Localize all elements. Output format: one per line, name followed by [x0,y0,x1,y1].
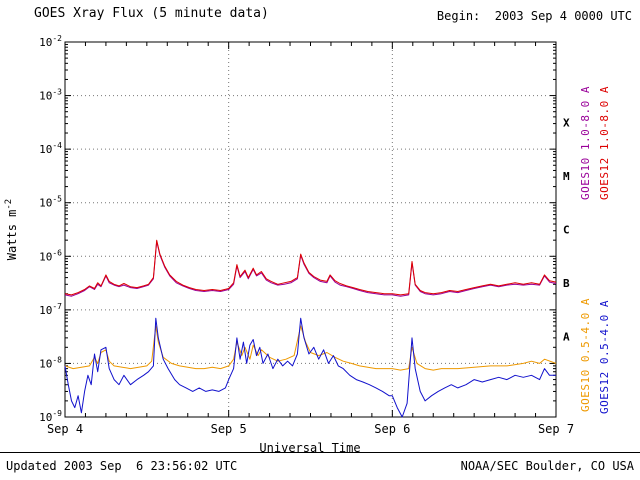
series-goes12-1-0-8-0-a [64,239,557,296]
y-tick-label: 10-8 [39,355,62,370]
series-goes12-0-5-4-0-a [64,317,556,418]
legend-goes10-long: GOES10 1.0-8.0 A [579,86,592,200]
flare-class-labels: X M C B A [563,116,570,343]
begin-timestamp: Begin: 2003 Sep 4 0000 UTC [436,9,632,23]
y-tick-label: 10-7 [39,302,62,317]
series-goes10-1-0-8-0-a [64,240,557,297]
x-tick-label: Sep 4 [47,422,83,436]
y-tick-labels: 10-2 10-3 10-4 10-5 10-6 10-7 10-8 10-9 [39,34,62,424]
y-tick-label: 10-3 [39,88,62,103]
y-tick-label: 10-2 [39,34,62,49]
updated-timestamp: Updated 2003 Sep 6 23:56:02 UTC [6,459,238,473]
series-goes10-0-5-4-0-a [64,325,557,371]
y-tick-label: 10-6 [39,248,62,263]
x-tick-label: Sep 6 [374,422,410,436]
x-axis-ticks [64,42,557,417]
legend-goes12-long: GOES12 1.0-8.0 A [598,86,611,200]
flare-class-B: B [563,277,570,290]
series-lines [64,239,557,418]
grid-lines [65,42,556,417]
y-tick-label: 10-9 [39,409,62,424]
plot-border [64,41,557,418]
flare-class-C: C [563,224,570,237]
y-axis-ticks [65,41,556,418]
legend-goes12-short: GOES12 0.5-4.0 A [598,300,611,414]
y-tick-label: 10-4 [39,141,62,156]
x-tick-label: Sep 7 [538,422,574,436]
flare-class-M: M [563,170,570,183]
page-title: GOES Xray Flux (5 minute data) [34,6,269,21]
x-tick-label: Sep 5 [211,422,247,436]
flare-class-A: A [563,331,570,344]
legend-goes10-short: GOES10 0.5-4.0 A [579,298,592,412]
x-axis-title: Universal Time [259,441,361,455]
x-tick-labels: Sep 4 Sep 5 Sep 6 Sep 7 [47,422,574,436]
source-attribution: NOAA/SEC Boulder, CO USA [460,459,634,473]
y-axis-title: Watts m-2 [4,199,19,260]
y-tick-label: 10-5 [39,195,62,210]
flare-class-X: X [563,116,570,129]
footer-divider [0,452,640,453]
